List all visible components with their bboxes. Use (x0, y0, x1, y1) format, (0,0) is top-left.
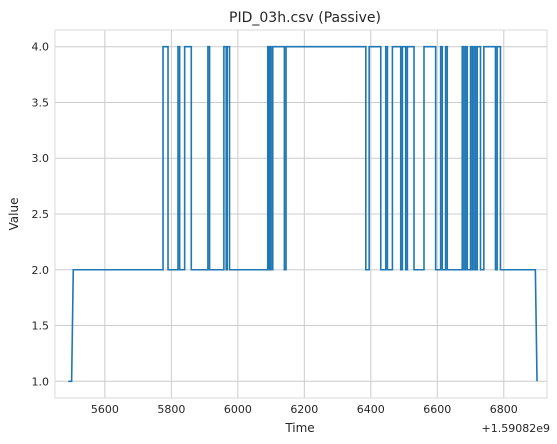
x-tick-label: 6800 (490, 403, 518, 416)
y-tick-label: 1.0 (32, 375, 50, 388)
y-tick-label: 2.5 (32, 208, 50, 221)
y-tick-label: 3.5 (32, 96, 50, 109)
y-tick-label: 4.0 (32, 41, 50, 54)
y-axis: 1.0 1.5 2.0 2.5 3.0 3.5 4.0 (32, 41, 50, 389)
x-tick-label: 6600 (423, 403, 451, 416)
y-axis-label: Value (7, 198, 21, 231)
series-line (68, 45, 538, 383)
plot-frame (54, 29, 548, 399)
x-axis-label: Time (284, 421, 314, 435)
x-tick-label: 6400 (357, 403, 385, 416)
x-axis: 5600 5800 6000 6200 6400 6600 6800 (91, 403, 518, 416)
x-offset-label: +1.59082e9 (482, 422, 550, 435)
y-tick-label: 2.0 (32, 264, 50, 277)
x-tick-label: 5600 (91, 403, 119, 416)
x-tick-label: 6000 (224, 403, 252, 416)
chart-title: PID_03h.csv (Passive) (229, 10, 381, 26)
x-tick-label: 5800 (157, 403, 185, 416)
y-tick-label: 1.5 (32, 320, 50, 333)
x-tick-label: 6200 (290, 403, 318, 416)
y-tick-label: 3.0 (32, 152, 50, 165)
